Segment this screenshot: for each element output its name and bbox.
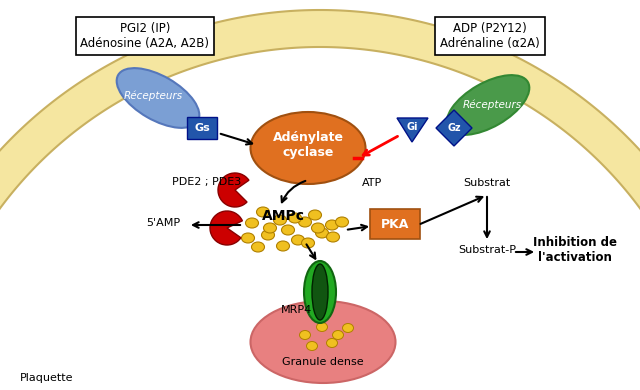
Text: AMPc: AMPc — [262, 209, 305, 223]
Text: 5'AMP: 5'AMP — [146, 218, 180, 228]
Ellipse shape — [116, 68, 199, 128]
Ellipse shape — [326, 220, 339, 230]
Ellipse shape — [326, 232, 339, 242]
Text: Gs: Gs — [194, 123, 210, 133]
Ellipse shape — [317, 323, 328, 332]
Text: Inhibition de
l'activation: Inhibition de l'activation — [533, 236, 617, 264]
Ellipse shape — [282, 225, 294, 235]
Ellipse shape — [304, 261, 336, 323]
Text: Récepteurs: Récepteurs — [463, 100, 522, 110]
Ellipse shape — [307, 342, 317, 351]
Polygon shape — [397, 118, 428, 142]
FancyBboxPatch shape — [187, 117, 217, 139]
Text: MRP4: MRP4 — [280, 305, 312, 315]
Ellipse shape — [241, 233, 255, 243]
Ellipse shape — [301, 238, 314, 248]
Ellipse shape — [289, 213, 301, 223]
Polygon shape — [0, 10, 640, 390]
Text: Substrat-P: Substrat-P — [458, 245, 516, 255]
Text: PGI2 (IP)
Adénosine (A2A, A2B): PGI2 (IP) Adénosine (A2A, A2B) — [81, 22, 209, 50]
Ellipse shape — [333, 330, 344, 340]
Text: Substrat: Substrat — [463, 178, 511, 188]
Wedge shape — [218, 173, 249, 207]
Ellipse shape — [316, 228, 328, 238]
Ellipse shape — [250, 112, 365, 184]
Ellipse shape — [252, 242, 264, 252]
Text: Gi: Gi — [406, 122, 418, 132]
Wedge shape — [210, 211, 243, 245]
Text: PKA: PKA — [381, 218, 409, 230]
Ellipse shape — [308, 210, 321, 220]
Ellipse shape — [335, 217, 349, 227]
Ellipse shape — [312, 223, 324, 233]
Ellipse shape — [276, 241, 289, 251]
Ellipse shape — [326, 339, 337, 347]
FancyBboxPatch shape — [370, 209, 420, 239]
Ellipse shape — [246, 218, 259, 228]
Ellipse shape — [447, 75, 529, 135]
Text: PDE2 ; PDE3: PDE2 ; PDE3 — [172, 177, 242, 187]
Text: Granule dense: Granule dense — [282, 357, 364, 367]
Ellipse shape — [342, 323, 353, 333]
Ellipse shape — [250, 301, 396, 383]
Ellipse shape — [300, 330, 310, 340]
Ellipse shape — [264, 223, 276, 233]
Text: Gz: Gz — [447, 123, 461, 133]
Ellipse shape — [262, 230, 275, 240]
Ellipse shape — [312, 264, 328, 320]
Text: Récepteurs: Récepteurs — [124, 91, 182, 101]
Polygon shape — [436, 110, 472, 146]
Text: ATP: ATP — [362, 178, 382, 188]
Text: Plaquette: Plaquette — [20, 373, 74, 383]
Ellipse shape — [291, 235, 305, 245]
Ellipse shape — [273, 215, 287, 225]
Text: ADP (P2Y12)
Adrénaline (α2A): ADP (P2Y12) Adrénaline (α2A) — [440, 22, 540, 50]
Ellipse shape — [298, 217, 312, 227]
Text: Adénylate
cyclase: Adénylate cyclase — [273, 131, 344, 159]
Ellipse shape — [257, 207, 269, 217]
